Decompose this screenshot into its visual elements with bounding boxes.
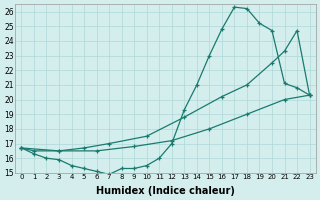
X-axis label: Humidex (Indice chaleur): Humidex (Indice chaleur) [96,186,235,196]
